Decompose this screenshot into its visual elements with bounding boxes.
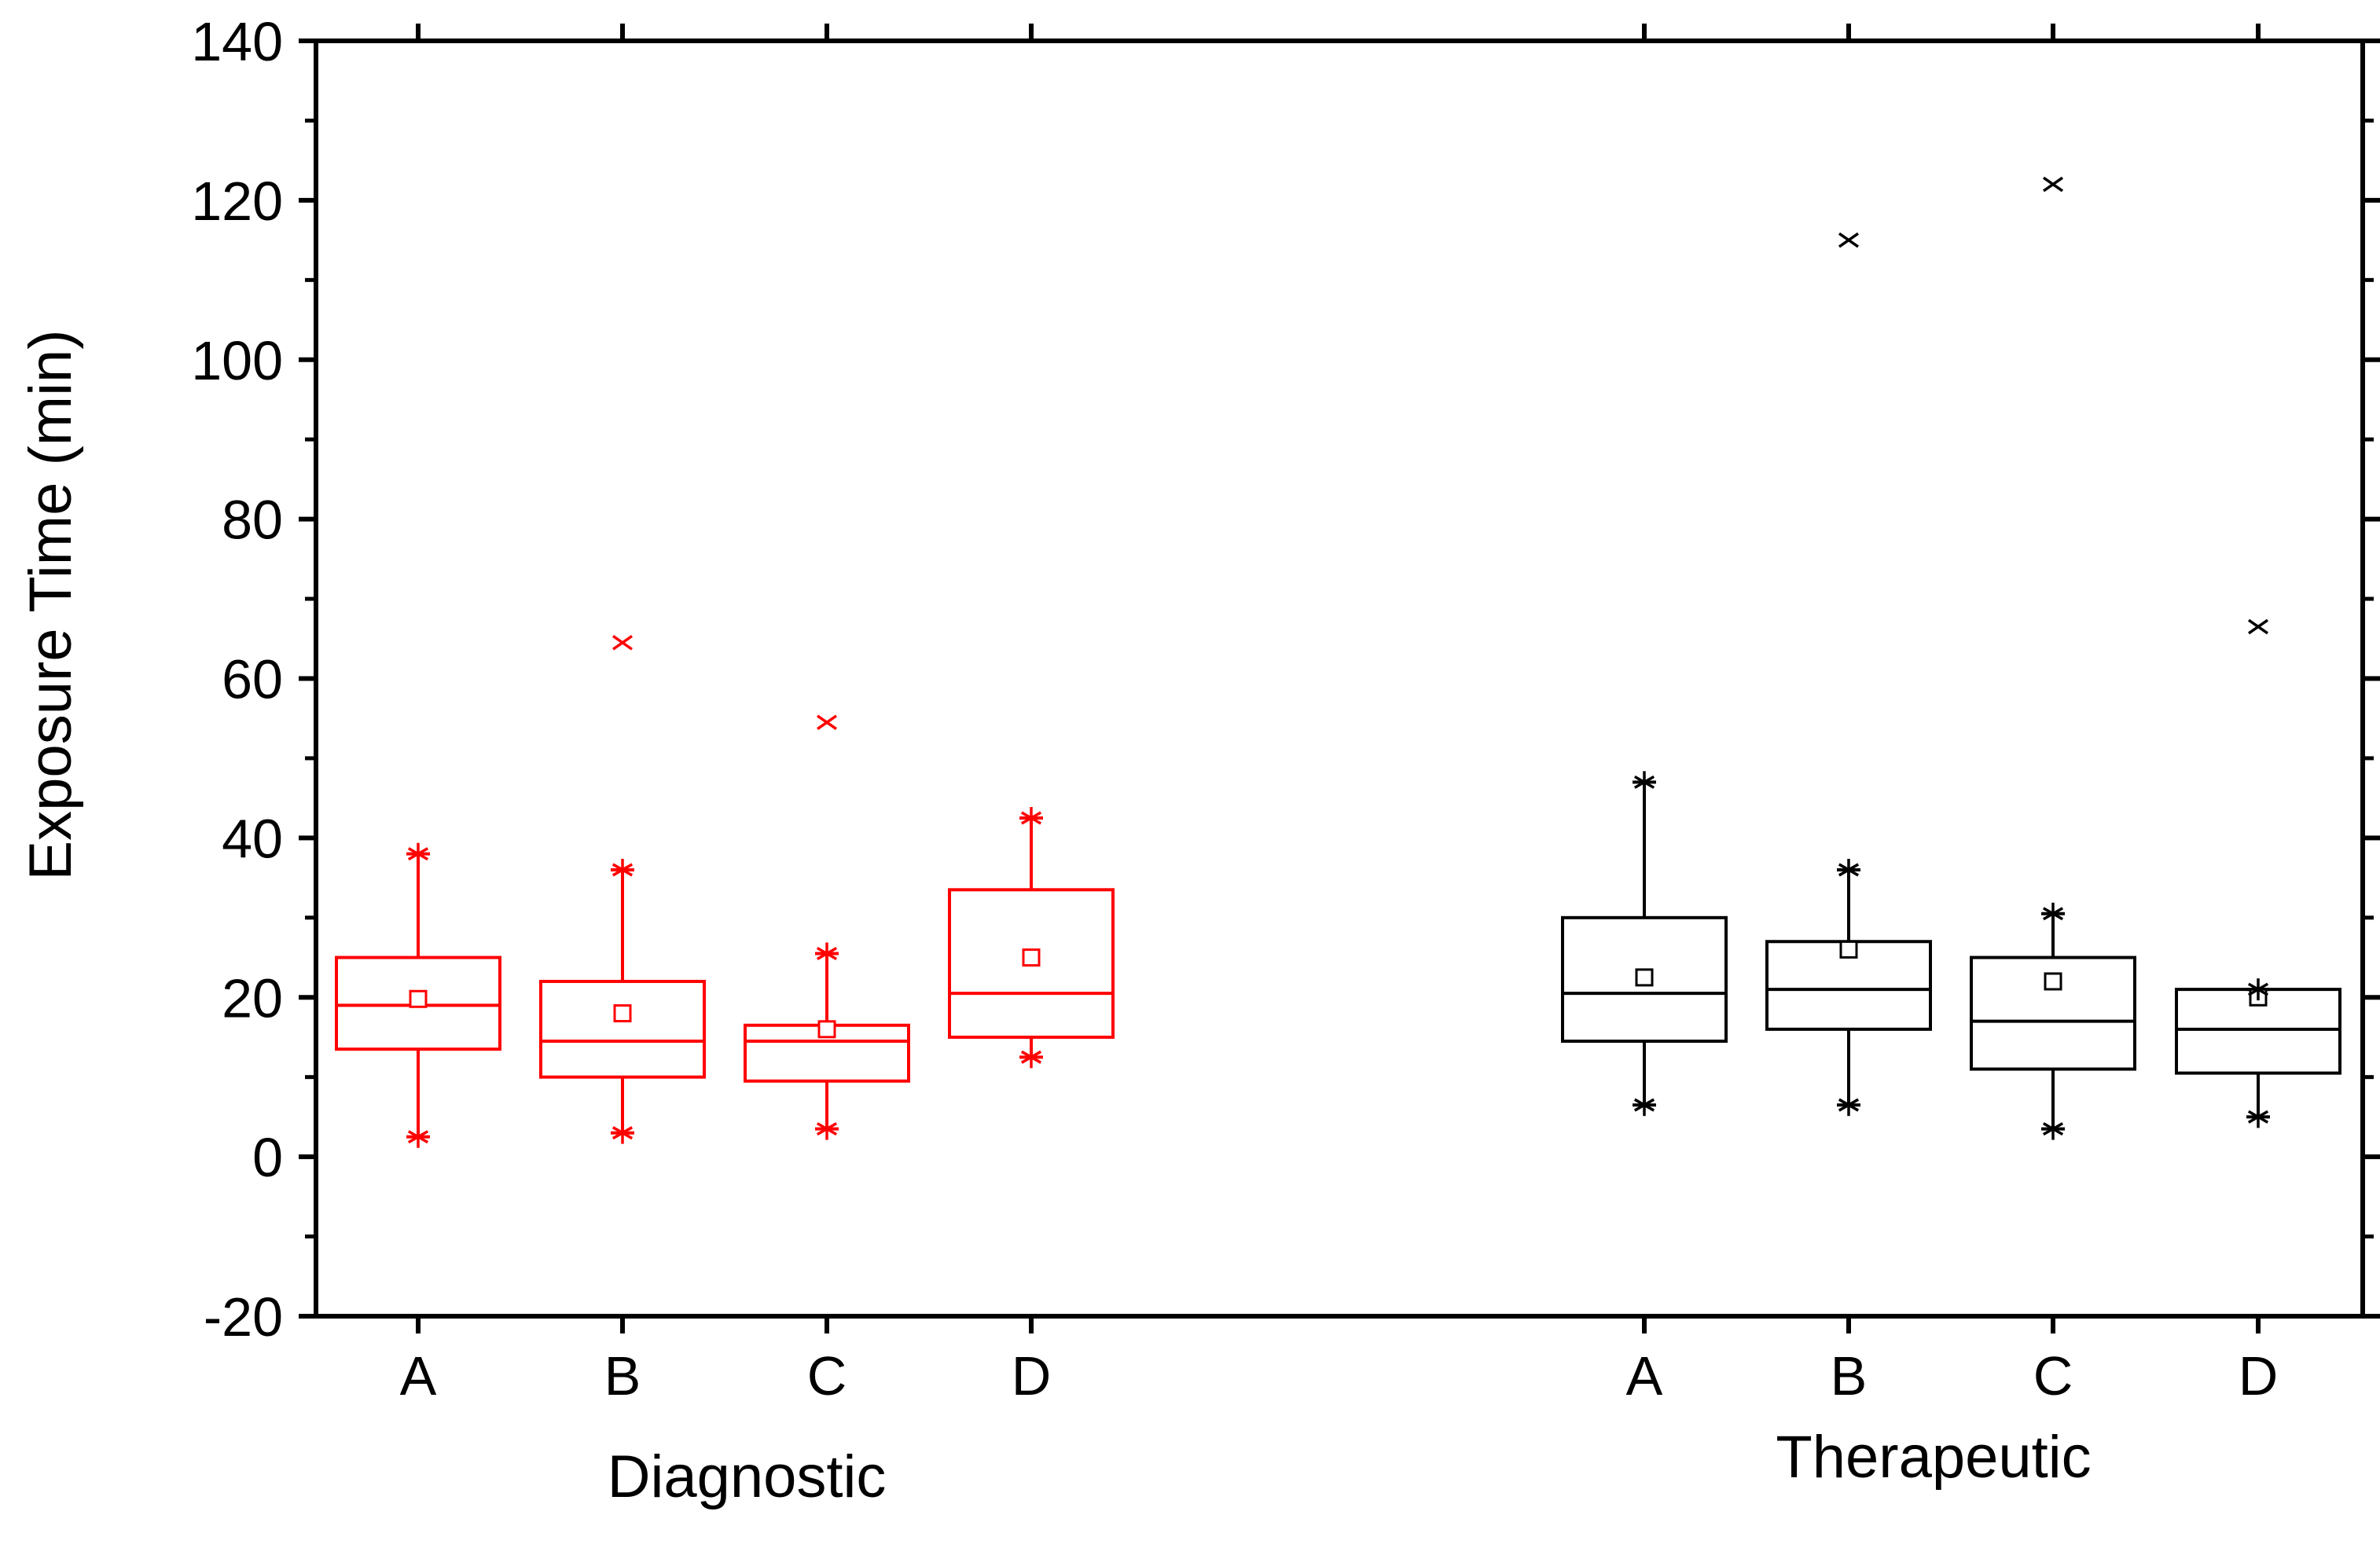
y-tick-label: 40 — [222, 808, 283, 869]
min-marker — [2247, 1106, 2269, 1128]
outlier-marker-stroke — [2042, 176, 2064, 193]
box-therapeutic-a — [1561, 771, 1728, 1117]
iqr-box — [1970, 956, 2136, 1071]
min-marker — [1838, 1094, 1860, 1117]
min-marker-stroke — [1020, 1050, 1042, 1064]
outlier-marker — [816, 714, 838, 731]
max-marker-stroke — [1020, 811, 1042, 825]
max-marker-stroke — [407, 847, 429, 861]
axes-layer: -20 0 20 40 60 80 100 120 140 Diagnostic A B C D Thera… — [191, 11, 2380, 1510]
min-marker-stroke — [816, 1122, 838, 1136]
max-marker — [407, 842, 429, 865]
mean-marker — [817, 1020, 836, 1039]
mean-marker — [1022, 948, 1041, 967]
max-marker-stroke — [2247, 982, 2269, 996]
max-marker-stroke — [1838, 863, 1860, 877]
y-tick-label: 140 — [191, 11, 283, 72]
y-tick-label: 60 — [222, 649, 283, 710]
box-therapeutic-b — [1765, 232, 1932, 1117]
max-marker — [1838, 858, 1860, 881]
box-therapeutic-c — [1970, 176, 2136, 1140]
x-tick-label: D — [1012, 1345, 1052, 1407]
min-marker-stroke — [612, 1126, 634, 1140]
min-marker — [1020, 1046, 1042, 1069]
x-tick-label: C — [2033, 1345, 2073, 1407]
outlier-marker — [1838, 232, 1860, 248]
box-diagnostic-b — [539, 635, 706, 1144]
min-marker — [407, 1125, 429, 1148]
min-marker — [2042, 1117, 2064, 1140]
min-marker-stroke — [407, 1130, 429, 1144]
iqr-box — [948, 888, 1115, 1039]
group-label-therapeutic: Therapeutic — [1776, 1424, 2091, 1491]
min-marker-stroke — [2042, 1122, 2064, 1136]
max-marker — [612, 858, 634, 881]
outlier-marker-stroke — [2247, 618, 2269, 635]
iqr-box — [335, 956, 501, 1051]
x-tick-label: B — [1831, 1345, 1868, 1407]
y-tick-label: 120 — [191, 171, 283, 232]
box-diagnostic-c — [744, 714, 910, 1140]
y-axis-label: Exposure Time (min) — [17, 329, 84, 880]
y-tick-label: 0 — [252, 1127, 283, 1188]
iqr-box — [1561, 915, 1728, 1044]
max-marker — [816, 942, 838, 965]
x-tick-label: A — [400, 1345, 437, 1407]
y-tick-label: -20 — [204, 1286, 283, 1348]
min-marker-stroke — [1838, 1098, 1860, 1112]
outlier-marker — [2247, 618, 2269, 635]
mean-marker — [1635, 968, 1654, 987]
min-marker — [612, 1121, 634, 1144]
max-marker-stroke — [1633, 775, 1655, 789]
mean-marker — [613, 1004, 632, 1023]
iqr-box — [539, 979, 706, 1079]
y-tick-label: 100 — [191, 330, 283, 391]
max-marker — [1633, 771, 1655, 794]
max-marker-stroke — [2042, 907, 2064, 921]
mean-marker — [1839, 940, 1858, 959]
mean-marker — [409, 989, 428, 1008]
min-marker-stroke — [2247, 1110, 2269, 1124]
min-marker — [1633, 1094, 1655, 1117]
mean-marker — [2044, 972, 2062, 991]
x-tick-label: D — [2239, 1345, 2279, 1407]
min-marker — [816, 1117, 838, 1140]
outlier-marker-stroke — [1838, 232, 1860, 248]
outlier-marker-stroke — [816, 714, 838, 731]
boxes-layer — [335, 176, 2341, 1148]
outlier-marker — [2042, 176, 2064, 193]
outlier-marker — [612, 635, 634, 651]
box-diagnostic-a — [335, 842, 501, 1148]
x-tick-label: A — [1626, 1345, 1663, 1407]
outlier-marker-stroke — [612, 635, 634, 651]
box-diagnostic-d — [948, 807, 1115, 1069]
max-marker — [2247, 978, 2269, 1001]
max-marker — [2042, 902, 2064, 925]
x-tick-label: C — [807, 1345, 847, 1407]
max-marker-stroke — [816, 946, 838, 960]
min-marker-stroke — [1633, 1098, 1655, 1112]
y-tick-label: 20 — [222, 967, 283, 1029]
box-therapeutic-d — [2175, 618, 2341, 1128]
max-marker-stroke — [612, 863, 634, 877]
max-marker — [1020, 807, 1042, 830]
x-tick-label: B — [604, 1345, 641, 1407]
group-label-diagnostic: Diagnostic — [608, 1443, 887, 1510]
y-tick-label: 80 — [222, 490, 283, 551]
